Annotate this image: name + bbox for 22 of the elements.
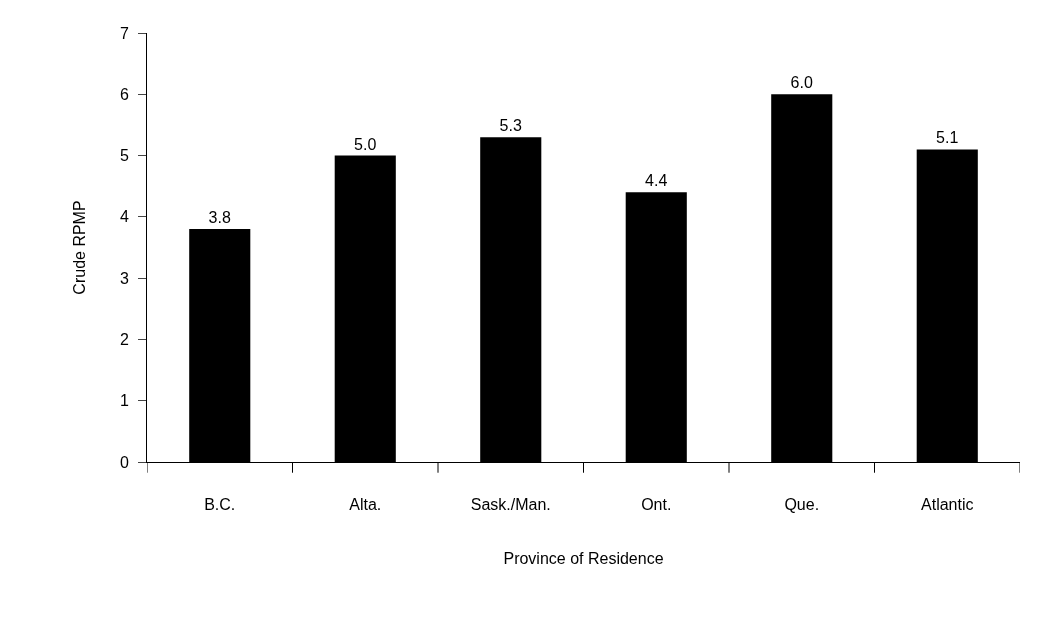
- x-tick-label: Alta.: [349, 496, 382, 514]
- x-tick-label: Que.: [784, 496, 820, 514]
- y-tick-label: 4: [119, 208, 129, 226]
- y-tick-label: 5: [119, 147, 129, 165]
- data-label: 5.0: [354, 135, 377, 153]
- y-tick-label: 7: [119, 24, 129, 42]
- x-tick-label: B.C.: [204, 496, 236, 514]
- y-tick-label: 1: [119, 392, 129, 410]
- y-axis-title: Crude RPMP: [70, 200, 88, 295]
- data-label: 6.0: [790, 74, 813, 92]
- x-tick-label: Ont.: [641, 496, 672, 514]
- x-tick-label: Atlantic: [921, 496, 974, 514]
- x-tick-label: Sask./Man.: [470, 496, 551, 514]
- data-label: 4.4: [645, 172, 668, 190]
- y-tick-label: 3: [119, 269, 129, 287]
- data-label: 3.8: [208, 209, 231, 227]
- data-label: 5.3: [499, 117, 522, 135]
- y-tick-label: 2: [119, 331, 129, 349]
- x-axis-title: Province of Residence: [503, 549, 664, 567]
- y-tick-label: 6: [119, 85, 129, 103]
- data-label: 5.1: [936, 129, 959, 147]
- y-tick-label: 0: [119, 453, 129, 471]
